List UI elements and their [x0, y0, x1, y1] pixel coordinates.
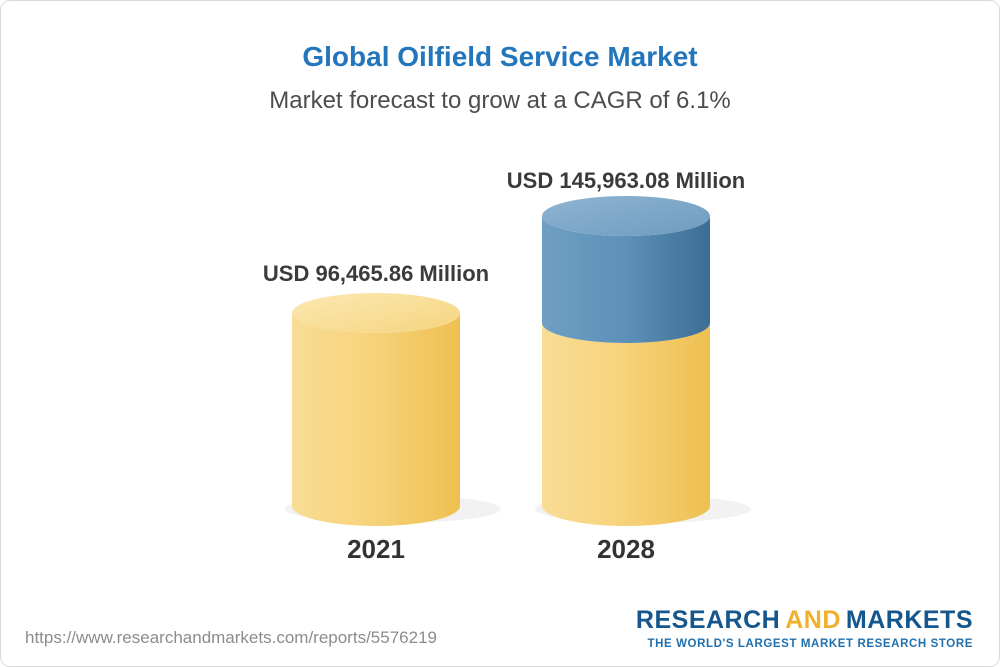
axis-label-2028: 2028 — [597, 534, 655, 564]
bar-2028-growth-segment — [542, 196, 710, 343]
logo-tagline: THE WORLD'S LARGEST MARKET RESEARCH STOR… — [647, 638, 973, 650]
researchandmarkets-logo: RESEARCH AND MARKETS THE WORLD'S LARGEST M… — [636, 606, 973, 650]
page-subtitle: Market forecast to grow at a CAGR of 6.1… — [269, 87, 731, 114]
logo-word-research: RESEARCH — [635, 606, 781, 634]
value-label-2021: USD 96,465.86 Million — [262, 261, 490, 286]
axis-label-2021: 2021 — [347, 534, 405, 564]
bar-2021-cylinder — [292, 293, 460, 526]
value-label-2028: USD 145,963.08 Million — [506, 168, 746, 193]
report-url: https://www.researchandmarkets.com/repor… — [25, 628, 437, 647]
logo-word-markets: MARKETS — [845, 606, 973, 634]
logo-wordmark: RESEARCH AND MARKETS — [636, 606, 973, 635]
logo-word-and: AND — [785, 606, 841, 634]
bar-2028-base-segment — [542, 323, 710, 526]
page-title: Global Oilfield Service Market — [302, 41, 698, 72]
